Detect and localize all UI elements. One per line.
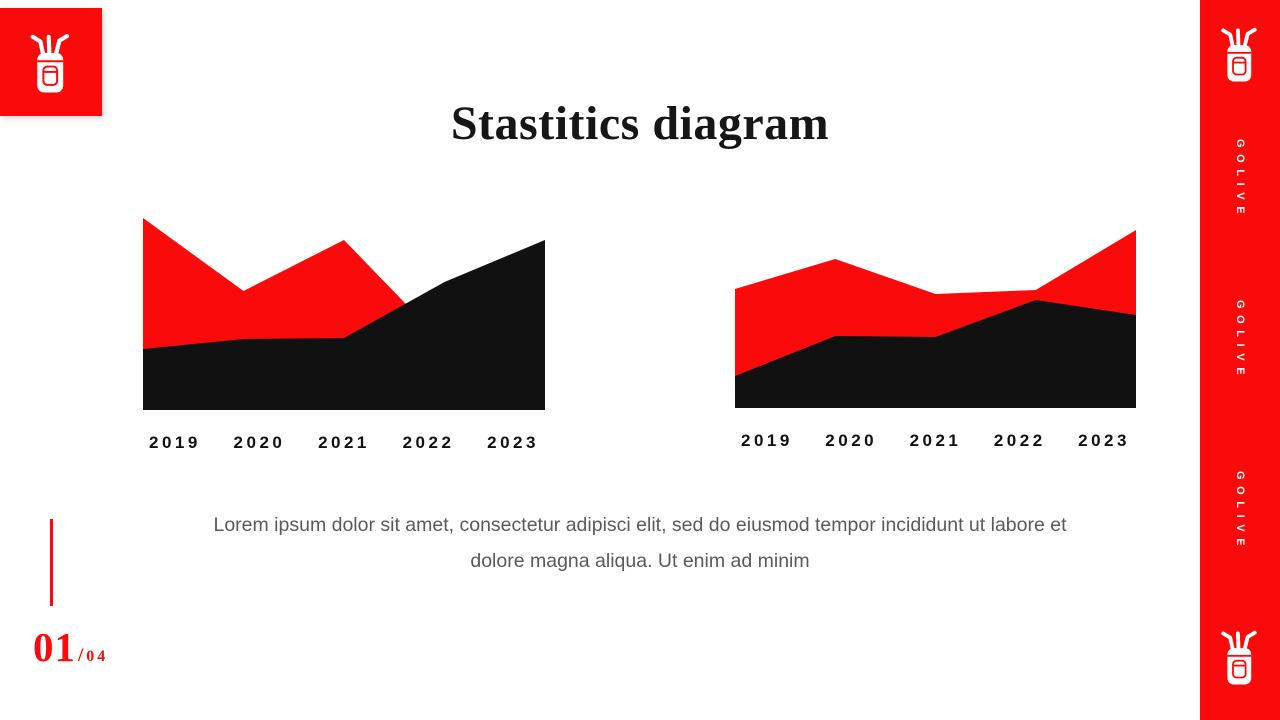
area-series-black-area: [143, 240, 545, 410]
area-chart-right: 2019 2020 2021 2022 2023: [735, 228, 1136, 451]
description-line-1: Lorem ipsum dolor sit amet, consectetur …: [213, 514, 1067, 536]
description-line-2: dolore magna aliqua. Ut enim ad minim: [470, 550, 810, 572]
page-number-current: 01: [33, 624, 76, 670]
x-axis-label: 2019: [149, 433, 201, 452]
x-axis-label: 2022: [993, 431, 1046, 450]
page-indicator-line: [50, 519, 53, 606]
page-title: Stastitics diagram: [450, 97, 830, 150]
chart-canvas-left: [143, 218, 545, 410]
page-number-total: 04: [86, 648, 109, 665]
area-chart-left: 2019 2020 2021 2022 2023: [143, 212, 545, 453]
chart-x-axis-labels-right: 2019 2020 2021 2022 2023: [735, 431, 1136, 451]
description-text: Lorem ipsum dolor sit amet, consectetur …: [0, 507, 1280, 579]
sidebar-brand-text: GOLIVE: [1234, 139, 1246, 221]
x-axis-label: 2022: [402, 433, 455, 452]
x-axis-label: 2019: [741, 431, 793, 450]
golf-bag-icon: [30, 34, 70, 93]
page-number-separator: /: [78, 645, 84, 666]
chart-x-axis-labels-left: 2019 2020 2021 2022 2023: [143, 433, 545, 453]
chart-canvas-right: [735, 230, 1136, 408]
x-axis-label: 2020: [825, 431, 878, 450]
brand-logo-block: [0, 8, 102, 116]
area-series-black-area: [735, 300, 1136, 408]
sidebar-brand-text: GOLIVE: [1234, 471, 1246, 553]
x-axis-label: 2023: [487, 433, 539, 452]
x-axis-label: 2020: [233, 433, 286, 452]
x-axis-label: 2023: [1078, 431, 1130, 450]
page-number: 01/04: [33, 623, 108, 671]
golf-bag-icon: [1221, 630, 1257, 685]
x-axis-label: 2021: [909, 431, 962, 450]
golf-bag-icon: [1221, 27, 1257, 82]
x-axis-label: 2021: [318, 433, 370, 452]
sidebar-brand-text: GOLIVE: [1234, 300, 1246, 382]
sidebar: GOLIVE GOLIVE GOLIVE: [1200, 0, 1280, 720]
